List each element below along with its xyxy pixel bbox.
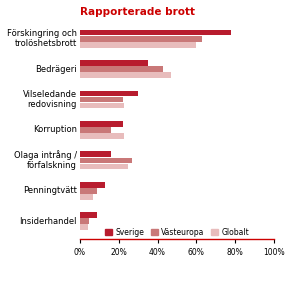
Bar <box>80 218 89 224</box>
Bar <box>80 72 171 78</box>
Bar <box>80 36 202 41</box>
Bar <box>80 103 124 108</box>
Bar <box>80 188 97 194</box>
Bar <box>80 158 132 163</box>
Bar <box>80 42 197 48</box>
Bar <box>80 127 111 133</box>
Bar <box>80 152 111 157</box>
Bar <box>80 225 88 230</box>
Bar <box>80 121 123 127</box>
Bar <box>80 212 97 218</box>
Bar <box>80 133 124 139</box>
Bar <box>80 60 148 66</box>
Bar <box>80 194 93 200</box>
Bar <box>80 182 105 187</box>
Bar <box>80 91 138 96</box>
Legend: Sverige, Västeuropa, Globalt: Sverige, Västeuropa, Globalt <box>102 225 252 240</box>
Text: Rapporterade brott: Rapporterade brott <box>80 7 195 17</box>
Bar <box>80 97 123 102</box>
Bar <box>80 30 232 35</box>
Bar <box>80 66 163 72</box>
Bar <box>80 164 128 169</box>
